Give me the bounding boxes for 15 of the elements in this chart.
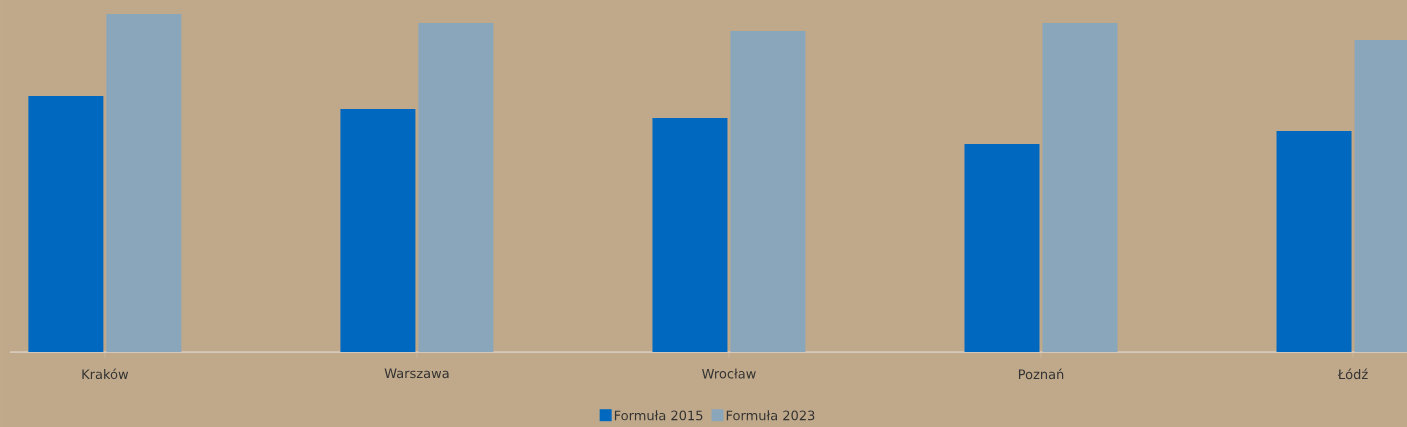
- legend-label: Formuła 2015: [614, 410, 703, 421]
- x-tick-label: Kraków: [82, 368, 129, 380]
- x-tick-label: Warszawa: [384, 368, 449, 379]
- x-tick-label: Poznań: [1018, 368, 1064, 380]
- bar: [418, 23, 494, 352]
- x-tick-label: Wrocław: [702, 368, 756, 379]
- bar: [1042, 23, 1118, 352]
- x-tick-label: Łódź: [1337, 368, 1368, 380]
- legend-label: Formuła 2023: [726, 410, 815, 421]
- bar: [652, 118, 728, 352]
- bar: [106, 13, 182, 352]
- bar: [340, 108, 416, 352]
- bar: [28, 96, 104, 352]
- bar: [730, 30, 806, 352]
- bar: [964, 144, 1040, 352]
